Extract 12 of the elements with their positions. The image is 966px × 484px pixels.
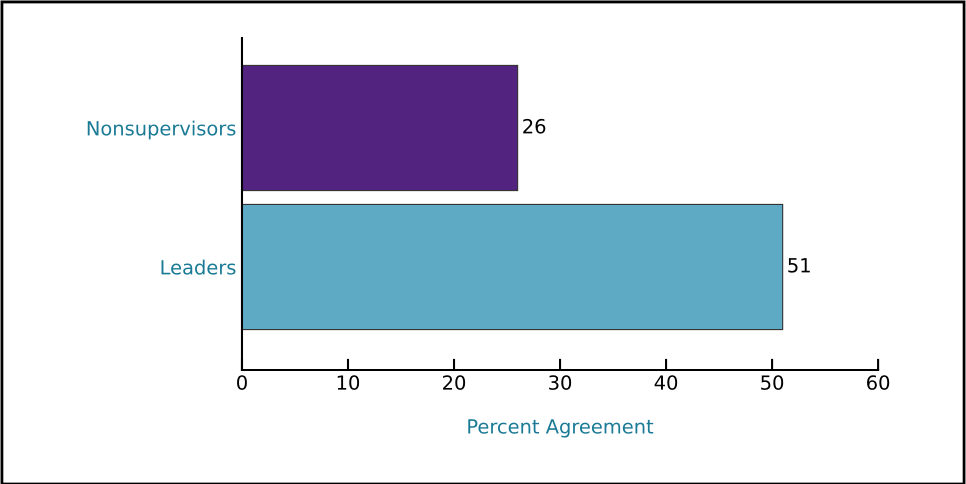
- x-tick-label: 60: [867, 375, 890, 390]
- data-label: 51: [788, 258, 810, 273]
- x-tick-label: 40: [654, 375, 678, 390]
- x-tick-label: 50: [761, 375, 784, 390]
- x-tick-label: 30: [549, 375, 572, 390]
- x-tick-label: 10: [338, 375, 360, 390]
- data-label: 26: [523, 118, 546, 134]
- x-tick-label: 20: [443, 375, 466, 390]
- x-axis-title: Percent Agreement: [468, 419, 654, 438]
- x-tick-label: 0: [237, 375, 247, 390]
- y-tick-label: Leaders: [162, 260, 236, 275]
- y-tick-label: Nonsupervisors: [88, 120, 236, 140]
